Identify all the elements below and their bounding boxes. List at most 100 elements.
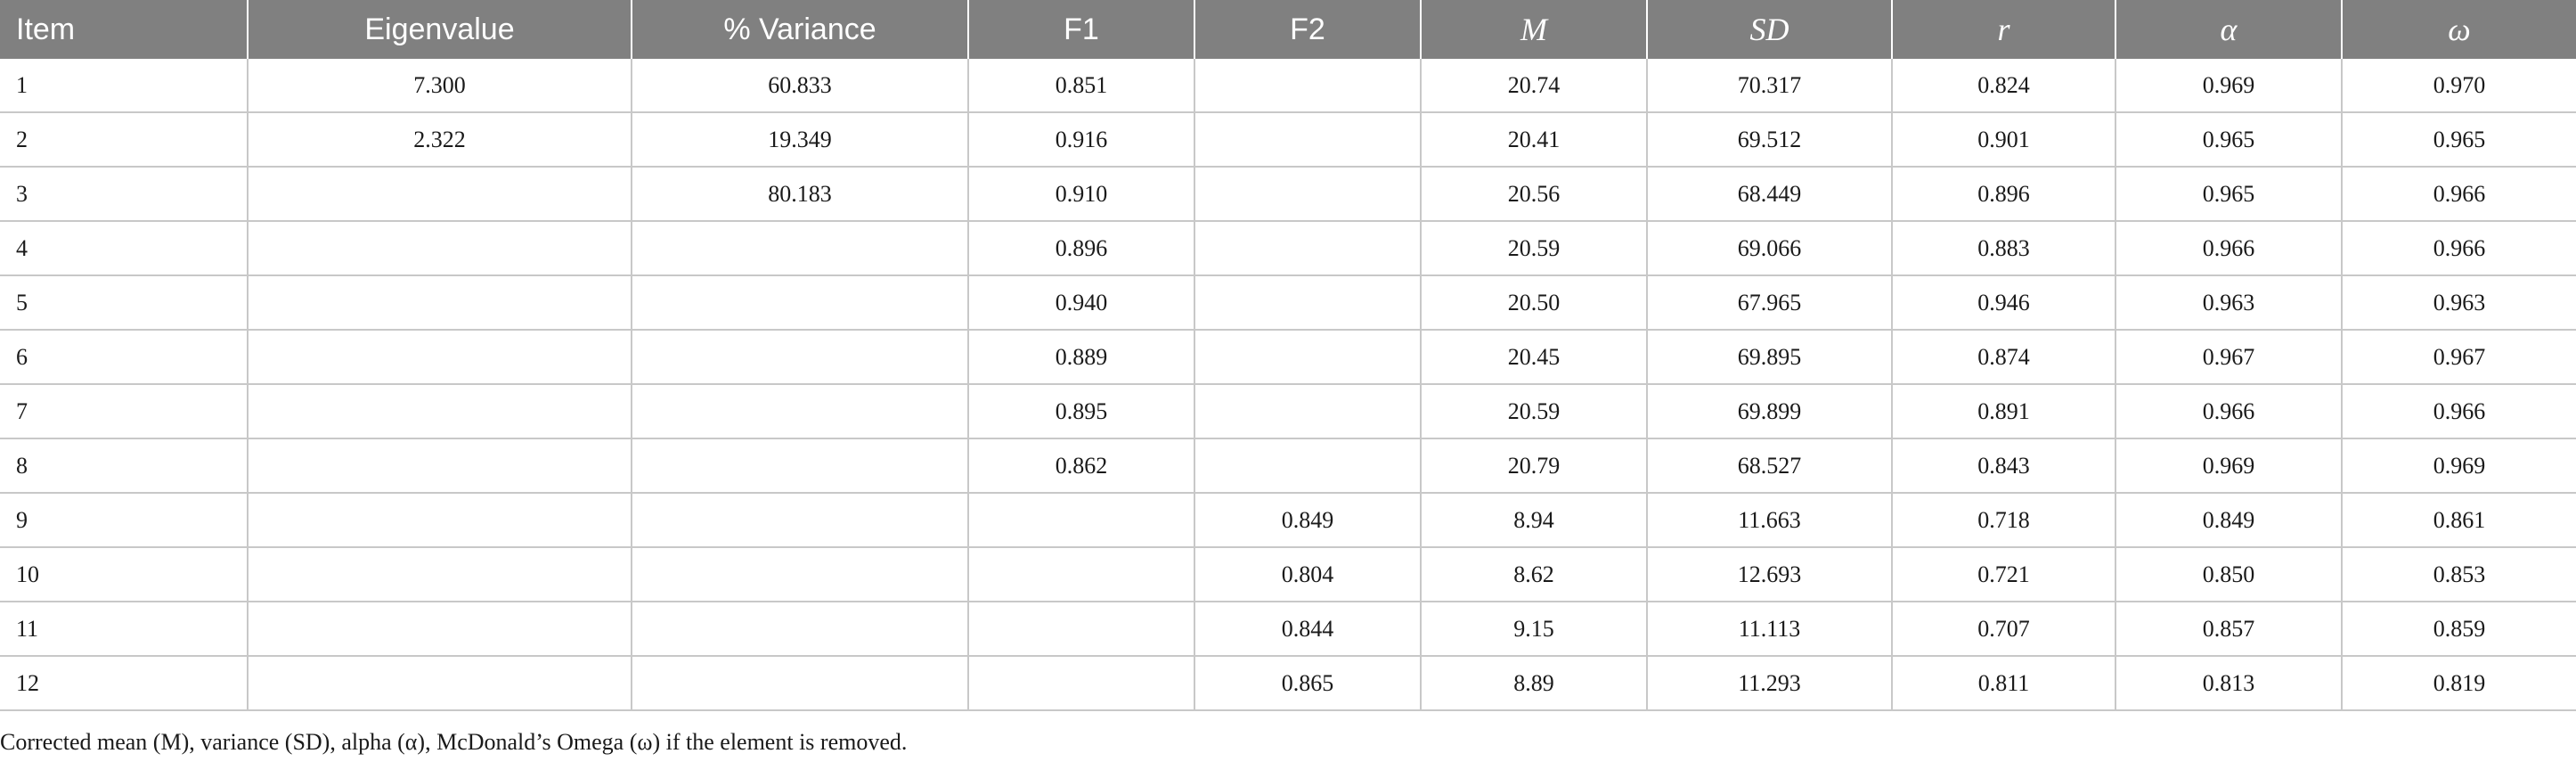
cell-item: 6 (0, 330, 249, 385)
cell-variance-percent (631, 384, 969, 439)
cell-sd: 69.512 (1646, 112, 1893, 168)
cell-r: 0.901 (1891, 112, 2116, 168)
cell-f2 (1194, 384, 1422, 439)
cell-mean: 20.45 (1420, 330, 1648, 385)
cell-alpha: 0.967 (2115, 330, 2343, 385)
cell-variance-percent (631, 275, 969, 331)
cell-item: 11 (0, 602, 249, 657)
cell-r: 0.883 (1891, 221, 2116, 276)
cell-mean: 20.79 (1420, 438, 1648, 494)
cell-mean: 9.15 (1420, 602, 1648, 657)
cell-omega: 0.859 (2341, 602, 2576, 657)
cell-r: 0.811 (1891, 656, 2116, 711)
cell-sd: 69.895 (1646, 330, 1893, 385)
cell-f1 (967, 547, 1195, 602)
cell-f2: 0.804 (1194, 547, 1422, 602)
cell-mean: 20.74 (1420, 59, 1648, 113)
cell-alpha: 0.966 (2115, 384, 2343, 439)
header-item: Item (0, 0, 248, 59)
cell-eigenvalue (247, 438, 632, 494)
cell-omega: 0.853 (2341, 547, 2576, 602)
cell-r: 0.874 (1891, 330, 2116, 385)
cell-variance-percent (631, 493, 969, 548)
cell-eigenvalue (247, 330, 632, 385)
cell-item: 7 (0, 384, 249, 439)
header-mean: M (1420, 0, 1647, 59)
header-r: r (1891, 0, 2115, 59)
cell-sd: 12.693 (1646, 547, 1893, 602)
cell-eigenvalue (247, 493, 632, 548)
cell-sd: 68.449 (1646, 167, 1893, 222)
cell-eigenvalue: 2.322 (247, 112, 632, 168)
cell-alpha: 0.966 (2115, 221, 2343, 276)
table-row: 4 0.896 20.59 69.066 0.883 0.966 0.966 (0, 221, 2576, 276)
cell-alpha: 0.849 (2115, 493, 2343, 548)
cell-variance-percent (631, 547, 969, 602)
table-row: 12 0.865 8.89 11.293 0.811 0.813 0.819 (0, 656, 2576, 711)
table-row: 5 0.940 20.50 67.965 0.946 0.963 0.963 (0, 275, 2576, 331)
table-row: 10 0.804 8.62 12.693 0.721 0.850 0.853 (0, 547, 2576, 602)
cell-omega: 0.963 (2341, 275, 2576, 331)
cell-variance-percent (631, 602, 969, 657)
cell-r: 0.891 (1891, 384, 2116, 439)
cell-f1: 0.916 (967, 112, 1195, 168)
cell-alpha: 0.813 (2115, 656, 2343, 711)
cell-sd: 11.663 (1646, 493, 1893, 548)
cell-r: 0.946 (1891, 275, 2116, 331)
cell-sd: 69.066 (1646, 221, 1893, 276)
cell-omega: 0.970 (2341, 59, 2576, 113)
cell-mean: 20.59 (1420, 221, 1648, 276)
cell-item: 3 (0, 167, 249, 222)
cell-f2 (1194, 221, 1422, 276)
cell-item: 2 (0, 112, 249, 168)
cell-item: 8 (0, 438, 249, 494)
cell-variance-percent (631, 656, 969, 711)
header-omega: ω (2341, 0, 2576, 59)
header-sd: SD (1646, 0, 1892, 59)
cell-sd: 68.527 (1646, 438, 1893, 494)
cell-f1: 0.851 (967, 59, 1195, 113)
cell-r: 0.707 (1891, 602, 2116, 657)
cell-variance-percent (631, 330, 969, 385)
cell-variance-percent: 80.183 (631, 167, 969, 222)
cell-sd: 11.293 (1646, 656, 1893, 711)
cell-f2 (1194, 438, 1422, 494)
cell-omega: 0.966 (2341, 384, 2576, 439)
cell-item: 4 (0, 221, 249, 276)
cell-omega: 0.967 (2341, 330, 2576, 385)
cell-f1 (967, 493, 1195, 548)
cell-f1: 0.889 (967, 330, 1195, 385)
cell-omega: 0.966 (2341, 167, 2576, 222)
cell-f1: 0.896 (967, 221, 1195, 276)
table-row: 8 0.862 20.79 68.527 0.843 0.969 0.969 (0, 438, 2576, 494)
cell-variance-percent: 19.349 (631, 112, 969, 168)
cell-alpha: 0.965 (2115, 112, 2343, 168)
results-table: Item Eigenvalue % Variance F1 F2 M SD r … (0, 0, 2576, 711)
cell-f2: 0.844 (1194, 602, 1422, 657)
table-row: 7 0.895 20.59 69.899 0.891 0.966 0.966 (0, 384, 2576, 439)
cell-alpha: 0.857 (2115, 602, 2343, 657)
cell-eigenvalue (247, 167, 632, 222)
cell-item: 12 (0, 656, 249, 711)
cell-mean: 20.41 (1420, 112, 1648, 168)
cell-mean: 20.50 (1420, 275, 1648, 331)
cell-omega: 0.966 (2341, 221, 2576, 276)
table-row: 1 7.300 60.833 0.851 20.74 70.317 0.824 0.969 0.… (0, 59, 2576, 113)
cell-eigenvalue: 7.300 (247, 59, 632, 113)
header-variance-percent: % Variance (631, 0, 968, 59)
cell-eigenvalue (247, 656, 632, 711)
table-row: 3 80.183 0.910 20.56 68.449 0.896 0.965 0.966 (0, 167, 2576, 222)
cell-eigenvalue (247, 602, 632, 657)
cell-sd: 67.965 (1646, 275, 1893, 331)
header-alpha: α (2115, 0, 2342, 59)
cell-f2 (1194, 275, 1422, 331)
cell-alpha: 0.850 (2115, 547, 2343, 602)
cell-r: 0.896 (1891, 167, 2116, 222)
cell-f1 (967, 602, 1195, 657)
cell-f1: 0.895 (967, 384, 1195, 439)
cell-eigenvalue (247, 384, 632, 439)
header-eigenvalue: Eigenvalue (247, 0, 632, 59)
cell-sd: 69.899 (1646, 384, 1893, 439)
cell-r: 0.824 (1891, 59, 2116, 113)
table-footnote: Corrected mean (M), variance (SD), alpha… (0, 729, 908, 755)
